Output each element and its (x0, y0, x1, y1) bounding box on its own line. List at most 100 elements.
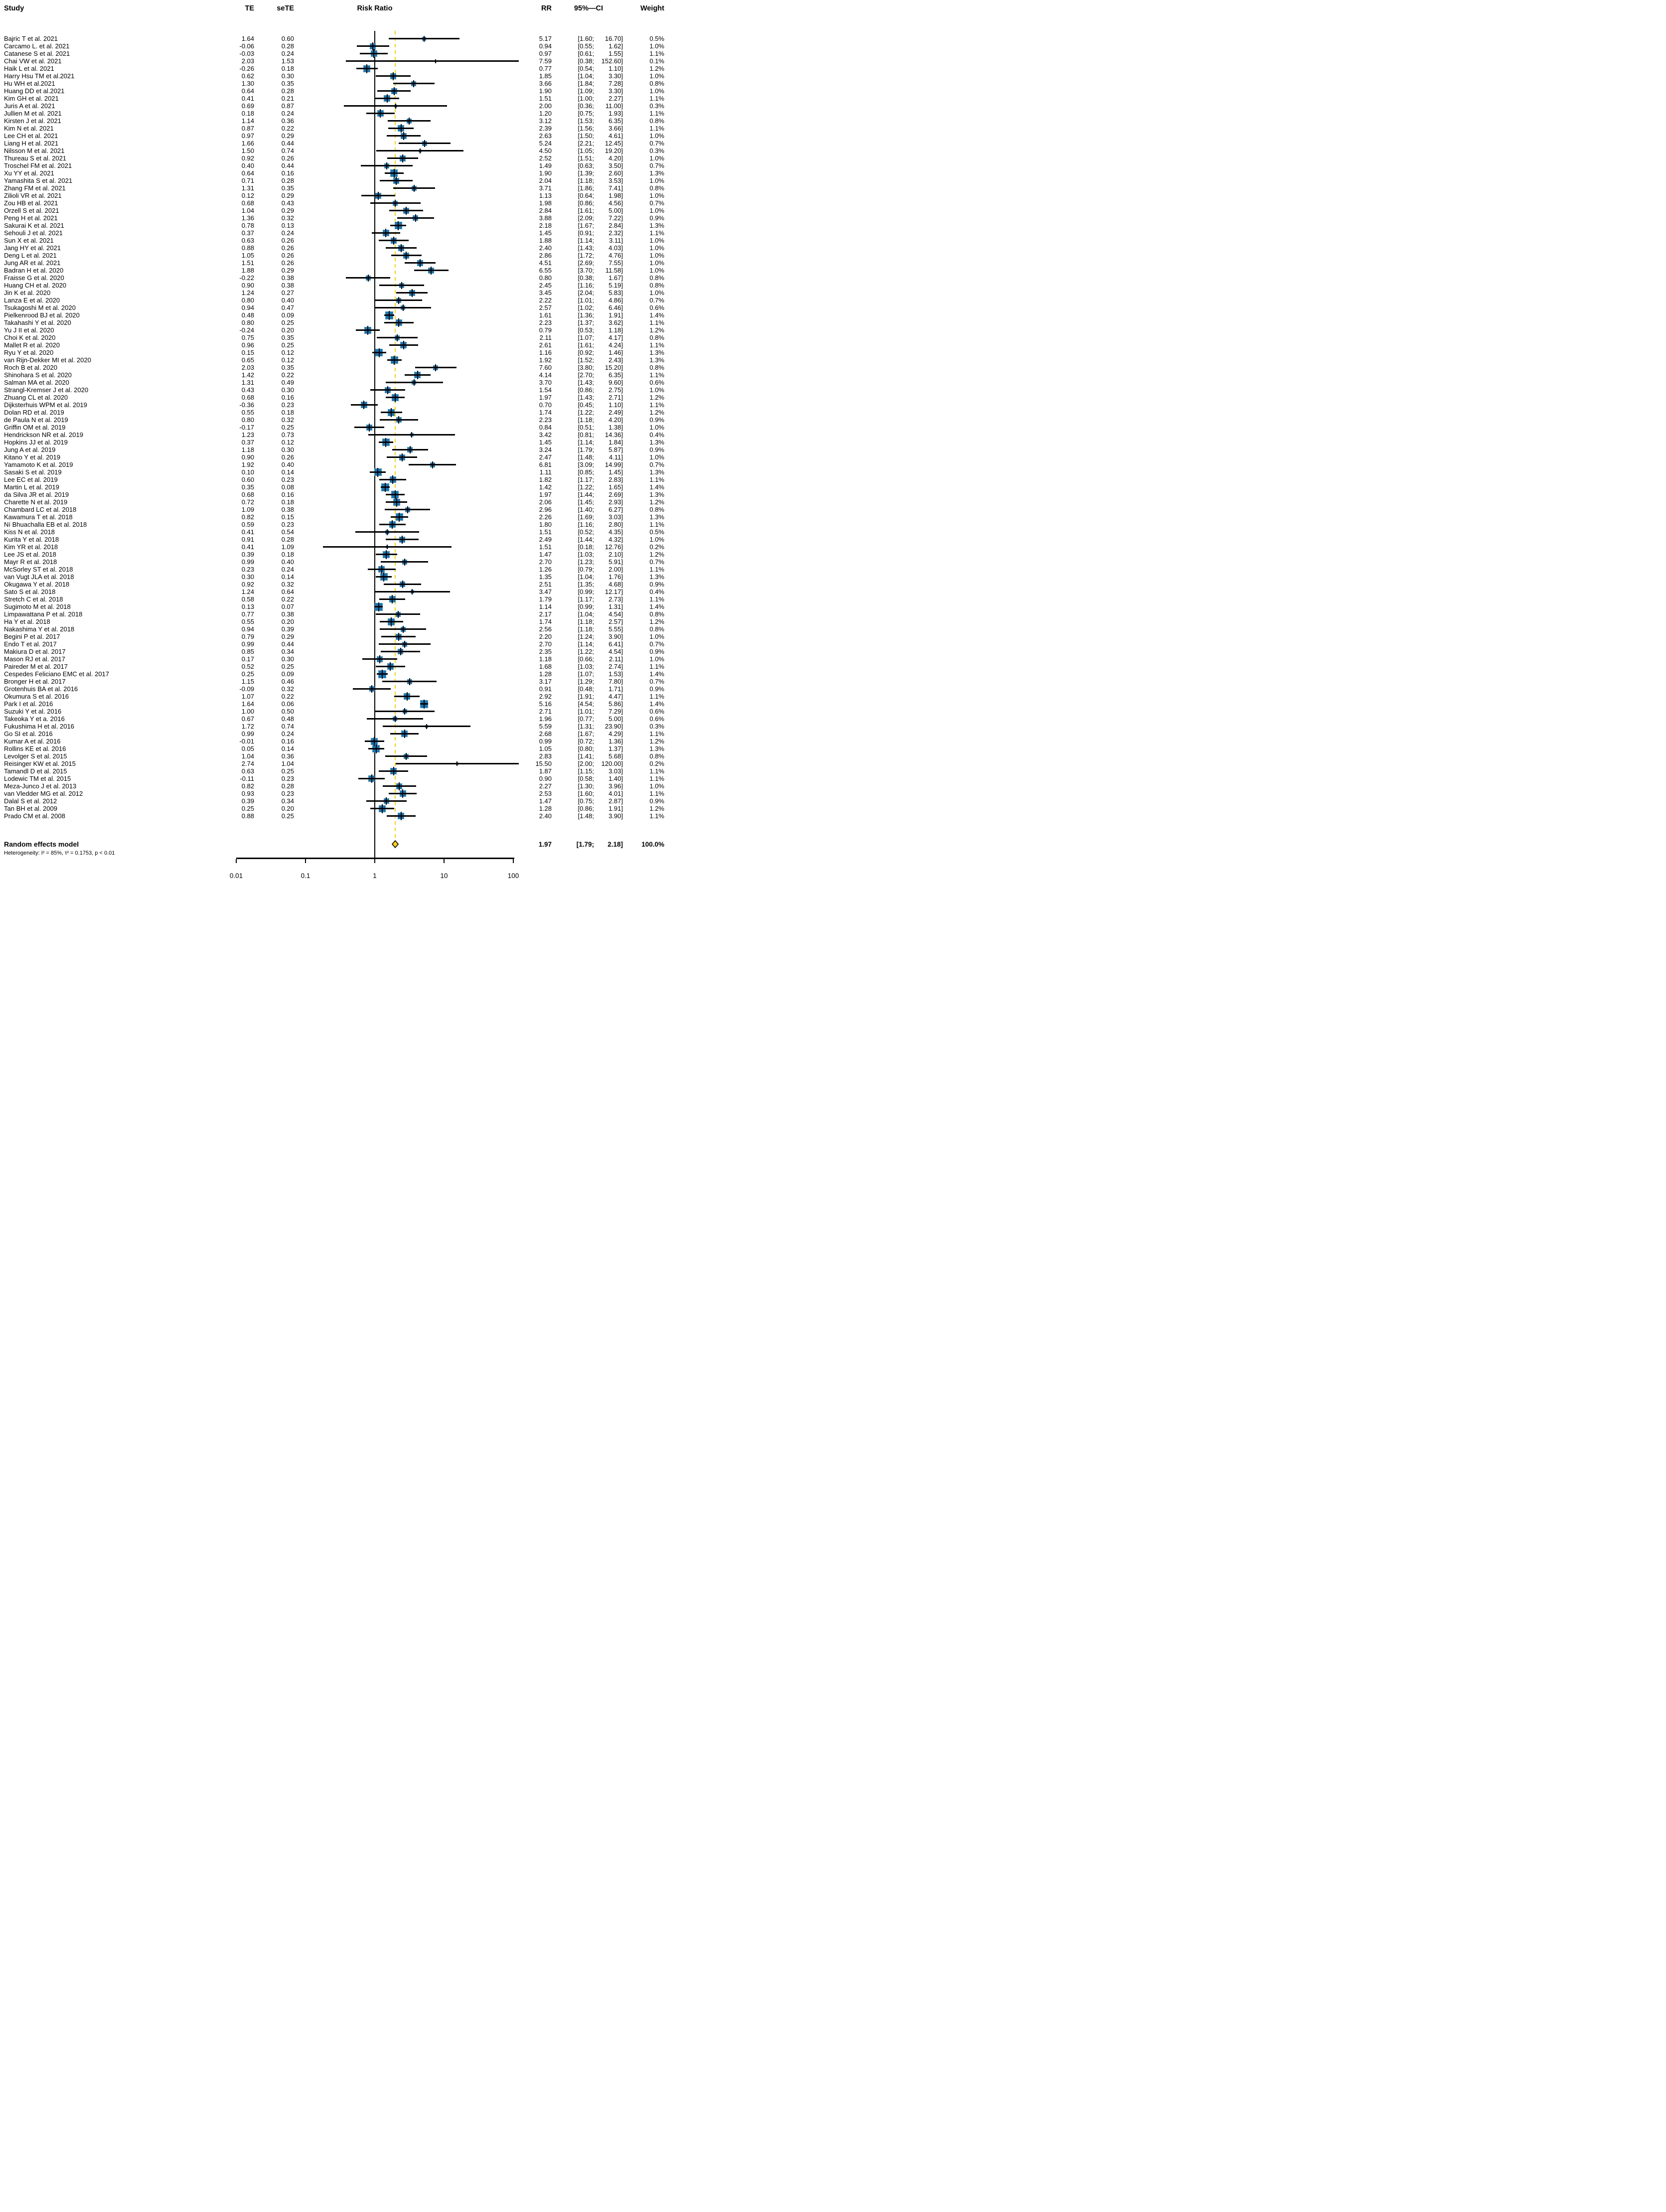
te-value: -0.09 (239, 685, 254, 693)
study-label: Go SI et al. 2016 (4, 730, 53, 737)
point-estimate-tick (386, 529, 388, 535)
sete-value: 0.25 (281, 812, 294, 820)
ci-low-value: [1.18; (578, 416, 594, 424)
weight-value: 1.1% (649, 767, 664, 775)
table-row: Kumar A et al. 2016 -0.01 0.16 0.99 [0.72; 1.… (0, 737, 670, 746)
ci-low-value: [0.75; (578, 797, 594, 805)
study-label: Tsukagoshi M et al. 2020 (4, 304, 76, 311)
ci-high-value: 3.11] (609, 237, 623, 244)
point-estimate-tick (369, 423, 370, 432)
table-row: Dalal S et al. 2012 0.39 0.34 1.47 [0.75; 2.8… (0, 797, 670, 805)
study-label: Okugawa Y et al. 2018 (4, 581, 70, 588)
ci-low-value: [1.04; (578, 610, 594, 618)
ci-low-value: [0.99; (578, 588, 594, 595)
ci-high-value: 1.46] (608, 349, 623, 356)
study-label: Harry Hsu TM et al.2021 (4, 72, 75, 80)
ci-high-value: 2.10] (608, 551, 623, 558)
ci-high-value: 4.86] (608, 296, 623, 304)
te-value: 0.94 (241, 625, 254, 633)
study-label: Kurita Y et al. 2018 (4, 536, 59, 543)
sete-value: 0.26 (281, 244, 294, 252)
study-label: Orzell S et al. 2021 (4, 207, 59, 214)
ci-high-value: 3.53] (608, 177, 623, 184)
te-value: 0.64 (241, 169, 254, 177)
ci-low-value: [1.51; (578, 154, 594, 162)
weight-value: 1.0% (649, 177, 664, 184)
ci-high-value: 4.20] (608, 154, 623, 162)
study-label: Park I et al. 2016 (4, 700, 53, 708)
study-label: Tamandl D et al. 2015 (4, 767, 67, 775)
weight-value: 0.7% (649, 678, 664, 685)
rr-value: 1.13 (539, 192, 552, 199)
ci-low-value: [0.61; (578, 50, 594, 57)
te-value: -0.36 (239, 401, 254, 409)
te-value: 0.67 (241, 715, 254, 723)
te-value: -0.11 (240, 775, 254, 782)
te-value: 0.92 (241, 581, 254, 588)
rr-value: 2.52 (539, 154, 552, 162)
point-estimate-tick (386, 545, 388, 549)
weight-value: 1.1% (649, 50, 664, 57)
table-row: Paireder M et al. 2017 0.52 0.25 1.68 [1.03;… (0, 662, 670, 671)
ci-low-value: [1.44; (578, 491, 594, 498)
ci-high-value: 2.49] (608, 409, 623, 416)
rr-value: 1.20 (539, 110, 552, 117)
weight-value: 0.8% (649, 80, 664, 87)
point-estimate-tick (377, 467, 379, 477)
ci-low-value: [0.53; (578, 326, 594, 334)
rr-value: 1.90 (539, 87, 552, 95)
sete-value: 0.16 (281, 169, 294, 177)
table-row: Choi K et al. 2020 0.75 0.35 2.11 [1.07; 4.17… (0, 334, 670, 341)
point-estimate-tick (388, 310, 390, 320)
study-label: Salman MA et al. 2020 (4, 379, 69, 386)
table-row: Grotenhuis BA et al. 2016 -0.09 0.32 0.91 [0… (0, 685, 670, 693)
te-value: 1.04 (241, 207, 254, 214)
weight-value: 1.0% (649, 782, 664, 790)
rr-value: 1.80 (539, 521, 552, 528)
point-estimate-tick (398, 632, 399, 641)
sete-value: 0.26 (281, 453, 294, 461)
te-value: 0.63 (241, 237, 254, 244)
point-estimate-tick (385, 438, 387, 447)
study-label: da Silva JR et al. 2019 (4, 491, 69, 498)
ci-high-value: 2.84] (608, 222, 623, 229)
te-value: 1.42 (241, 371, 254, 379)
study-label: Sugimoto M et al. 2018 (4, 603, 71, 610)
sete-value: 0.28 (281, 87, 294, 95)
sete-value: 0.18 (281, 409, 294, 416)
sete-value: 0.87 (281, 102, 294, 110)
te-value: 1.36 (241, 214, 254, 222)
sete-value: 0.44 (281, 640, 294, 648)
table-row: Prado CM et al. 2008 0.88 0.25 2.40 [1.48; 3.… (0, 812, 670, 820)
sete-value: 0.09 (281, 670, 294, 678)
table-row: Takahashi Y et al. 2020 0.80 0.25 2.23 [1.37… (0, 318, 670, 327)
rr-value: 1.90 (539, 169, 552, 177)
ci-low-value: [2.21; (578, 140, 594, 147)
study-label: Fraisse G et al. 2020 (4, 274, 64, 282)
ci-high-value: 1.10] (608, 401, 623, 409)
table-row: Dolan RD et al. 2019 0.55 0.18 1.74 [1.22; 2.… (0, 408, 670, 417)
point-estimate-tick (412, 589, 413, 594)
te-value: 0.10 (241, 468, 254, 476)
random-effects-row: Random effects model 1.97 [1.79; 2.18] 1… (0, 840, 670, 849)
rr-value: 2.11 (539, 334, 552, 341)
ci-high-value: 6.27] (608, 506, 623, 513)
sete-value: 0.74 (281, 723, 294, 730)
ci-high-value: 1.55] (608, 50, 623, 57)
rr-value: 0.97 (539, 50, 552, 57)
point-estimate-tick (378, 348, 380, 357)
te-value: 0.60 (241, 476, 254, 483)
rr-value: 1.16 (539, 349, 552, 356)
te-value: -0.03 (239, 50, 254, 57)
table-row: Tsukagoshi M et al. 2020 0.94 0.47 2.57 [1.0… (0, 304, 670, 311)
ci-low-value: [1.17; (578, 476, 594, 483)
study-label: Jin K et al. 2020 (4, 289, 51, 296)
ci-line (345, 60, 519, 62)
point-estimate-tick (404, 730, 405, 738)
point-estimate-tick (408, 117, 410, 125)
te-value: -0.17 (239, 424, 254, 431)
point-estimate-tick (367, 274, 369, 282)
table-row: Begini P et al. 2017 0.79 0.29 2.20 [1.24; 3.… (0, 632, 670, 641)
ci-high-value: 5.87] (608, 446, 623, 453)
ci-low-value: [1.23; (578, 558, 594, 566)
